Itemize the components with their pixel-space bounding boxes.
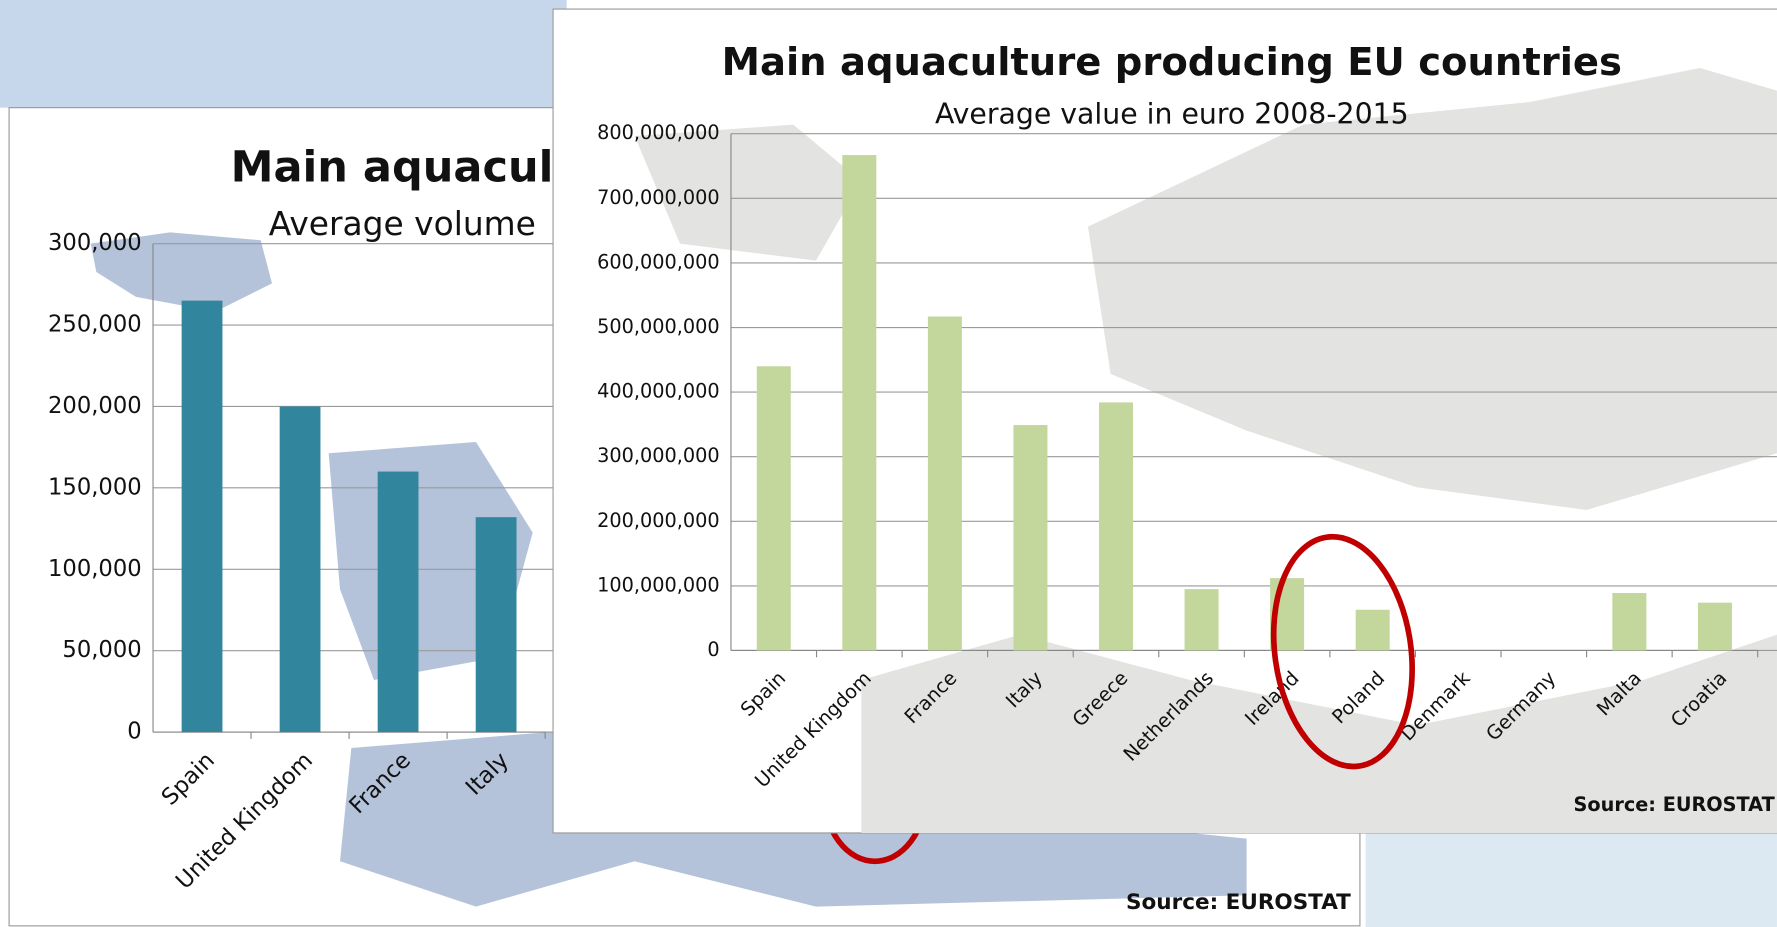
y-tick-label: 250,000 bbox=[48, 312, 142, 338]
y-tick-label: 100,000 bbox=[48, 556, 142, 582]
y-tick-label: 400,000,000 bbox=[597, 380, 719, 403]
y-tick-label: 0 bbox=[707, 638, 719, 661]
y-tick-label: 150,000 bbox=[48, 474, 142, 500]
front-chart: 0 100,000,000 200,000,000 300,000,000 400,00… bbox=[552, 8, 1777, 834]
y-tick-label: 50,000 bbox=[62, 637, 141, 663]
chart-subtitle: Average value in euro 2008-2015 bbox=[935, 98, 1409, 131]
source-note: Source: EUROSTAT bbox=[1574, 793, 1776, 816]
chart-title: Main aquaculture producing EU countries bbox=[722, 40, 1622, 85]
map-shape bbox=[1087, 67, 1777, 510]
map-shape bbox=[90, 232, 273, 312]
highlight-ellipse bbox=[1270, 533, 1415, 770]
y-tick-label: 0 bbox=[127, 719, 141, 745]
bar bbox=[1099, 402, 1133, 651]
y-tick-label: 200,000,000 bbox=[597, 509, 719, 532]
bar bbox=[377, 471, 419, 733]
bar bbox=[1184, 589, 1219, 651]
y-tick-label: 600,000,000 bbox=[597, 250, 719, 273]
bar bbox=[927, 316, 962, 651]
bar bbox=[842, 155, 877, 651]
overlay bbox=[1270, 533, 1415, 770]
y-tick-label: 700,000,000 bbox=[597, 186, 719, 209]
source-note: Source: EUROSTAT bbox=[1126, 890, 1351, 915]
y-tick-label: 300,000 bbox=[48, 230, 142, 256]
y-tick-label: 300,000,000 bbox=[597, 444, 719, 467]
y-tick-label: 100,000,000 bbox=[597, 573, 719, 596]
map-shape bbox=[634, 124, 862, 261]
bar bbox=[475, 517, 517, 733]
bar bbox=[1612, 592, 1647, 651]
y-tick-label: 200,000 bbox=[48, 393, 142, 419]
bar bbox=[1355, 609, 1390, 651]
chart-title: Main aquacult bbox=[231, 142, 574, 192]
bar bbox=[1697, 602, 1732, 651]
y-tick-label: 500,000,000 bbox=[597, 315, 719, 338]
chart-subtitle: Average volume bbox=[269, 204, 536, 243]
bar bbox=[181, 300, 223, 733]
bar bbox=[279, 406, 321, 733]
bar bbox=[756, 366, 791, 651]
slide-band bbox=[0, 0, 567, 108]
map-shape bbox=[861, 634, 1777, 833]
bar bbox=[1013, 425, 1048, 651]
y-tick-label: 800,000,000 bbox=[597, 121, 719, 144]
